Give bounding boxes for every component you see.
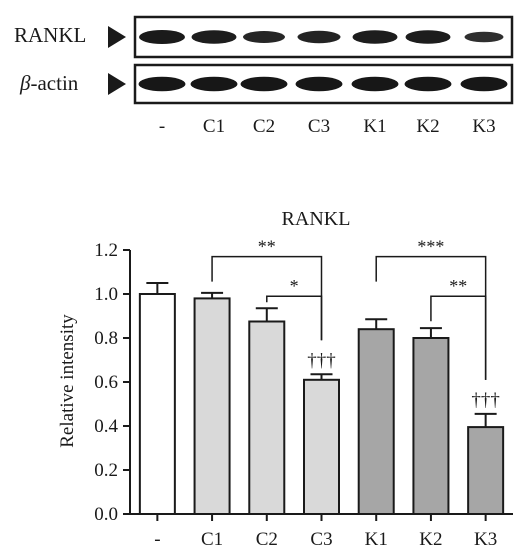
bar	[248, 320, 286, 515]
blot-lane-label: K3	[472, 116, 495, 137]
blot-row-label-beta-actin: β-actin	[19, 71, 79, 95]
x-tick-label: -	[154, 529, 160, 550]
blot-row-label-rankl: RANKL	[14, 23, 86, 47]
chart-title: RANKL	[282, 208, 351, 230]
dagger-label: †††	[307, 350, 336, 371]
western-blot-panel: RANKL β-actin - C1 C2 C3 K1 K2 K3	[14, 15, 514, 137]
arrow-right-icon	[108, 26, 126, 48]
significance-label: **	[258, 237, 276, 257]
blot-lane-label: -	[159, 116, 165, 137]
bar-chart: RANKL Relative intensity 0.0 0.2 0.4 0.6 0.8…	[57, 208, 513, 550]
significance-label: **	[449, 276, 467, 296]
blot-band	[464, 31, 504, 43]
blot-band	[240, 76, 288, 92]
blot-band	[405, 30, 451, 44]
significance-bracket	[266, 295, 323, 341]
dagger-label: †††	[471, 390, 500, 411]
x-axis: - C1 C2 C3 K1 K2 K3	[130, 513, 513, 550]
x-tick-label: C3	[310, 529, 332, 550]
blot-band	[295, 76, 343, 92]
blot-band	[138, 76, 186, 92]
bar	[138, 293, 176, 515]
blot-band	[351, 76, 399, 92]
blot-band	[297, 30, 341, 44]
bar	[303, 378, 340, 515]
y-tick-label: 0.0	[94, 504, 118, 525]
y-axis: 0.0 0.2 0.4 0.6 0.8 1.0 1.2	[94, 240, 131, 525]
blot-band	[191, 30, 237, 44]
blot-lane-label: C1	[203, 116, 225, 137]
bars	[138, 282, 505, 516]
blot-lane-label: C2	[253, 116, 275, 137]
blot-band	[460, 76, 508, 92]
blot-band	[243, 31, 285, 43]
significance-label: ***	[417, 237, 444, 257]
x-tick-label: C1	[201, 529, 223, 550]
x-tick-label: K1	[365, 529, 388, 550]
blot-lane-label: C3	[308, 116, 330, 137]
significance-annotations: ††††††********	[211, 237, 500, 411]
significance-bracket	[430, 295, 487, 380]
x-tick-label: K2	[419, 529, 442, 550]
y-tick-label: 0.8	[94, 328, 118, 349]
bar	[467, 426, 505, 516]
y-tick-label: 1.2	[94, 240, 118, 261]
blot-band	[190, 76, 238, 92]
blot-bands-rankl	[139, 30, 504, 44]
y-tick-label: 1.0	[94, 284, 118, 305]
blot-lane-label: K1	[363, 116, 386, 137]
y-axis-label: Relative intensity	[57, 314, 78, 448]
y-tick-label: 0.4	[94, 416, 118, 437]
blot-band	[139, 30, 185, 44]
y-tick-label: 0.2	[94, 460, 118, 481]
bar	[357, 328, 395, 516]
arrow-right-icon	[108, 73, 126, 95]
bar	[412, 337, 450, 515]
blot-lane-label: K2	[416, 116, 439, 137]
blot-bands-beta-actin	[138, 76, 508, 92]
y-tick-label: 0.6	[94, 372, 118, 393]
bar	[193, 297, 231, 515]
blot-band	[352, 30, 398, 44]
blot-band	[404, 76, 452, 92]
significance-label: *	[290, 276, 299, 296]
blot-lane-labels: - C1 C2 C3 K1 K2 K3	[159, 116, 496, 137]
x-tick-label: C2	[256, 529, 278, 550]
x-tick-label: K3	[474, 529, 497, 550]
